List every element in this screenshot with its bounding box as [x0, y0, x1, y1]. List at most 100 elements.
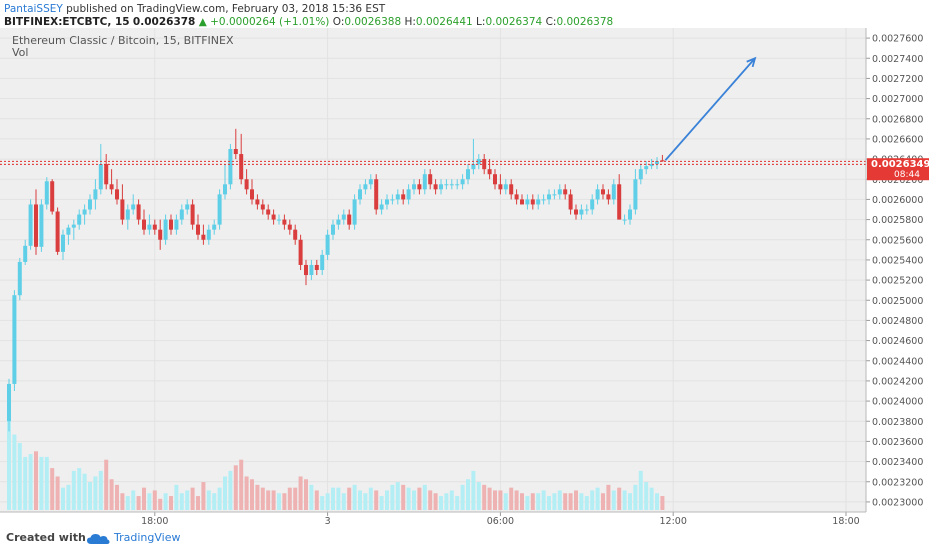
candle[interactable]	[358, 184, 362, 205]
candle[interactable]	[174, 214, 179, 235]
candle[interactable]	[644, 161, 649, 175]
candle[interactable]	[493, 169, 497, 190]
candle[interactable]	[628, 204, 632, 225]
candle[interactable]	[568, 189, 573, 215]
candle[interactable]	[525, 194, 530, 210]
candle[interactable]	[77, 209, 82, 230]
candle[interactable]	[347, 209, 352, 230]
candle[interactable]	[298, 234, 303, 270]
candle[interactable]	[304, 259, 308, 286]
candle[interactable]	[282, 214, 287, 230]
candle[interactable]	[104, 154, 109, 190]
candlestick-chart[interactable]: 0.0027600 0.0027400 0.0027200 0.0027000 0.00…	[0, 28, 932, 528]
candle[interactable]	[617, 174, 622, 220]
candle[interactable]	[406, 184, 411, 205]
candle[interactable]	[320, 249, 325, 276]
candle[interactable]	[266, 204, 271, 220]
candle[interactable]	[71, 219, 76, 240]
candle[interactable]	[169, 214, 173, 235]
candle[interactable]	[212, 219, 217, 235]
candle[interactable]	[233, 128, 238, 160]
candle[interactable]	[120, 184, 125, 225]
candle[interactable]	[34, 189, 38, 255]
candle[interactable]	[412, 179, 416, 195]
candle[interactable]	[449, 179, 454, 190]
candle[interactable]	[649, 159, 654, 170]
candle[interactable]	[444, 179, 449, 190]
candle[interactable]	[271, 209, 276, 225]
candle[interactable]	[428, 169, 433, 190]
candle[interactable]	[336, 214, 341, 230]
candle[interactable]	[93, 179, 98, 210]
candle[interactable]	[498, 174, 503, 195]
candle[interactable]	[401, 189, 406, 205]
candle[interactable]	[368, 174, 373, 190]
candle[interactable]	[660, 154, 665, 162]
candle[interactable]	[152, 219, 157, 235]
candle[interactable]	[352, 194, 357, 230]
candle[interactable]	[633, 169, 638, 215]
candle[interactable]	[552, 189, 557, 200]
candle[interactable]	[536, 194, 541, 210]
candle[interactable]	[17, 257, 22, 301]
candle[interactable]	[503, 179, 508, 195]
tradingview-cloud-icon[interactable]	[86, 532, 110, 546]
candle[interactable]	[277, 214, 281, 225]
candle[interactable]	[584, 204, 589, 215]
candle[interactable]	[136, 199, 141, 225]
candle[interactable]	[12, 290, 17, 391]
candle[interactable]	[23, 239, 28, 265]
candle[interactable]	[55, 207, 60, 255]
candle[interactable]	[606, 189, 611, 205]
candle[interactable]	[50, 179, 55, 215]
candle[interactable]	[574, 204, 578, 220]
candle[interactable]	[39, 199, 44, 252]
candle[interactable]	[601, 184, 605, 200]
candle[interactable]	[379, 199, 384, 215]
candle[interactable]	[390, 194, 395, 205]
candle[interactable]	[611, 179, 616, 205]
candle[interactable]	[385, 194, 389, 210]
candle[interactable]	[163, 214, 168, 245]
candle[interactable]	[115, 179, 119, 205]
candle[interactable]	[433, 179, 438, 195]
candle[interactable]	[547, 189, 551, 205]
candle[interactable]	[455, 179, 460, 190]
candle[interactable]	[579, 204, 584, 220]
candle[interactable]	[201, 224, 206, 245]
candle[interactable]	[287, 219, 292, 235]
candle[interactable]	[260, 199, 265, 215]
tradingview-brand-link[interactable]: TradingView	[114, 531, 181, 544]
candle[interactable]	[422, 169, 427, 195]
candle[interactable]	[395, 189, 400, 205]
candle[interactable]	[341, 209, 346, 225]
candle[interactable]	[88, 194, 92, 215]
candle[interactable]	[185, 199, 190, 215]
candle[interactable]	[66, 224, 71, 245]
candle[interactable]	[131, 194, 136, 215]
candle[interactable]	[190, 199, 195, 230]
candle[interactable]	[314, 259, 319, 276]
candle[interactable]	[325, 229, 330, 260]
candle[interactable]	[125, 204, 130, 230]
candle[interactable]	[244, 169, 249, 195]
candle[interactable]	[363, 179, 368, 195]
candle[interactable]	[439, 179, 443, 195]
candle[interactable]	[7, 378, 11, 432]
candle[interactable]	[179, 204, 184, 225]
candle[interactable]	[622, 214, 627, 225]
candle[interactable]	[530, 194, 535, 210]
candle[interactable]	[293, 224, 298, 245]
candle[interactable]	[61, 229, 65, 260]
candle[interactable]	[217, 189, 222, 230]
candle[interactable]	[331, 219, 335, 240]
candle[interactable]	[638, 164, 643, 185]
candle[interactable]	[196, 214, 200, 240]
candle[interactable]	[223, 164, 227, 200]
trend-arrow-annotation[interactable]	[664, 56, 757, 161]
candle[interactable]	[417, 179, 422, 195]
candle[interactable]	[655, 157, 659, 170]
candle[interactable]	[309, 259, 314, 281]
candle[interactable]	[250, 179, 254, 205]
candle[interactable]	[514, 189, 519, 205]
